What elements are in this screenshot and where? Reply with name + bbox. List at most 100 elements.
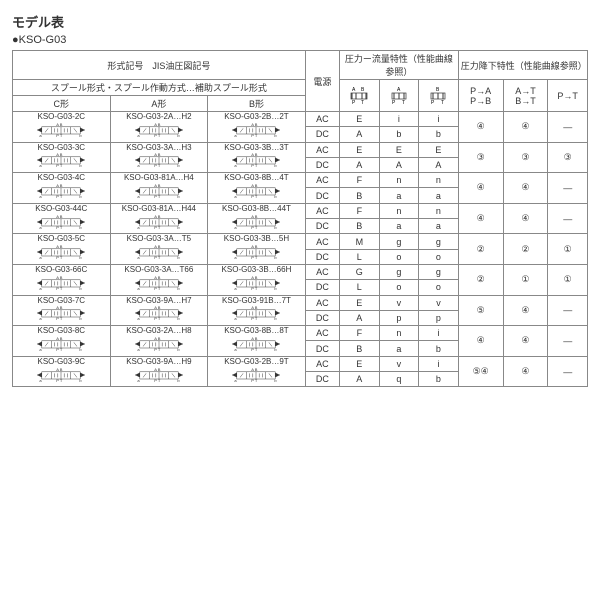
svg-text:A B: A B <box>56 122 63 127</box>
svg-text:A B: A B <box>252 183 259 188</box>
pf-cell: a <box>379 188 419 203</box>
pd-cell: ④ <box>458 203 503 234</box>
model-table: 形式記号 JIS油圧図記号 電源 圧力ー流量特性（性能曲線参照） 圧力降下特性（… <box>12 50 588 387</box>
svg-text:P T: P T <box>252 286 259 291</box>
table-row: KSO-G03-7CA BaP TbKSO-G03-9A…H7A BaP TbK… <box>13 295 588 310</box>
pf-cell: n <box>379 326 419 341</box>
pd-cell: ① <box>503 264 548 295</box>
svg-text:A: A <box>397 87 401 93</box>
pf-cell: E <box>379 142 419 157</box>
svg-text:A B: A B <box>56 214 63 219</box>
pf-cell: g <box>419 234 459 249</box>
svg-text:P T: P T <box>252 255 259 260</box>
svg-text:b: b <box>80 317 83 322</box>
svg-text:b: b <box>177 225 180 230</box>
pf-cell: b <box>379 127 419 142</box>
pd-cell: ④ <box>458 326 503 357</box>
power-ac: AC <box>305 356 339 371</box>
svg-text:A B: A B <box>252 214 259 219</box>
pf-cell: i <box>379 112 419 127</box>
svg-text:A B: A B <box>252 122 259 127</box>
power-dc: DC <box>305 219 339 234</box>
pf-cell: a <box>379 341 419 356</box>
pf-cell: b <box>419 127 459 142</box>
svg-text:b: b <box>275 164 278 169</box>
pf-cell: g <box>379 264 419 279</box>
svg-text:P: P <box>392 100 396 105</box>
svg-text:P: P <box>431 100 435 105</box>
pf-cell: v <box>379 356 419 371</box>
pf-cell: v <box>419 295 459 310</box>
pf-cell: a <box>419 219 459 234</box>
pd-cell: — <box>548 112 588 143</box>
model-cell: KSO-G03-2B…2TA BaP Tb <box>208 112 306 143</box>
pf-cell: F <box>340 203 380 218</box>
svg-text:A B: A B <box>252 367 259 372</box>
pf-cell: n <box>379 203 419 218</box>
svg-text:A B: A B <box>56 244 63 249</box>
header-pt: P→T <box>548 80 588 112</box>
svg-text:A B: A B <box>154 305 161 310</box>
svg-text:A B: A B <box>154 152 161 157</box>
table-row: KSO-G03-66CA BaP TbKSO-G03-3A…T66A BaP T… <box>13 264 588 279</box>
svg-text:b: b <box>177 255 180 260</box>
power-ac: AC <box>305 234 339 249</box>
svg-text:b: b <box>275 378 278 383</box>
svg-text:A B: A B <box>154 367 161 372</box>
model-cell: KSO-G03-4CA BaP Tb <box>13 173 111 204</box>
svg-text:P T: P T <box>154 347 161 352</box>
pd-cell: ① <box>548 264 588 295</box>
power-dc: DC <box>305 249 339 264</box>
model-cell: KSO-G03-44CA BaP Tb <box>13 203 111 234</box>
svg-text:A B: A B <box>56 152 63 157</box>
pd-cell: ④ <box>458 173 503 204</box>
header-papb: P→A P→B <box>458 80 503 112</box>
table-row: KSO-G03-3CA BaP TbKSO-G03-3A…H3A BaP TbK… <box>13 142 588 157</box>
model-cell: KSO-G03-2B…9TA BaP Tb <box>208 356 306 387</box>
table-row: KSO-G03-4CA BaP TbKSO-G03-81A…H4A BaP Tb… <box>13 173 588 188</box>
model-cell: KSO-G03-66CA BaP Tb <box>13 264 111 295</box>
svg-text:b: b <box>275 255 278 260</box>
svg-text:b: b <box>80 378 83 383</box>
pf-cell: F <box>340 326 380 341</box>
pd-cell: ⑤④ <box>458 356 503 387</box>
header-icon-b: BPT <box>419 80 459 112</box>
svg-text:P T: P T <box>56 347 63 352</box>
pf-cell: E <box>340 142 380 157</box>
model-cell: KSO-G03-9CA BaP Tb <box>13 356 111 387</box>
svg-text:b: b <box>80 194 83 199</box>
pf-cell: p <box>379 310 419 325</box>
svg-text:b: b <box>177 133 180 138</box>
pf-cell: A <box>340 372 380 387</box>
power-dc: DC <box>305 372 339 387</box>
pf-cell: o <box>379 280 419 295</box>
model-cell: KSO-G03-81A…H4A BaP Tb <box>110 173 208 204</box>
svg-text:A B: A B <box>252 244 259 249</box>
pf-cell: b <box>419 372 459 387</box>
svg-text:b: b <box>275 225 278 230</box>
pf-cell: i <box>419 326 459 341</box>
pf-cell: g <box>419 264 459 279</box>
pd-cell: — <box>548 356 588 387</box>
pf-cell: o <box>419 249 459 264</box>
model-cell: KSO-G03-9A…H9A BaP Tb <box>110 356 208 387</box>
power-dc: DC <box>305 127 339 142</box>
header-power: 電源 <box>305 51 339 112</box>
table-row: KSO-G03-8CA BaP TbKSO-G03-2A…H8A BaP TbK… <box>13 326 588 341</box>
model-cell: KSO-G03-91B…7TA BaP Tb <box>208 295 306 326</box>
svg-text:b: b <box>177 347 180 352</box>
pf-cell: A <box>340 310 380 325</box>
pd-cell: ③ <box>458 142 503 173</box>
svg-text:b: b <box>177 194 180 199</box>
svg-text:b: b <box>275 194 278 199</box>
pf-cell: a <box>379 219 419 234</box>
pf-cell: n <box>419 203 459 218</box>
svg-text:b: b <box>80 225 83 230</box>
pd-cell: ① <box>548 234 588 265</box>
svg-text:b: b <box>80 133 83 138</box>
pf-cell: E <box>340 112 380 127</box>
pf-cell: i <box>419 356 459 371</box>
pf-cell: o <box>379 249 419 264</box>
pf-cell: L <box>340 280 380 295</box>
svg-text:P T: P T <box>252 164 259 169</box>
